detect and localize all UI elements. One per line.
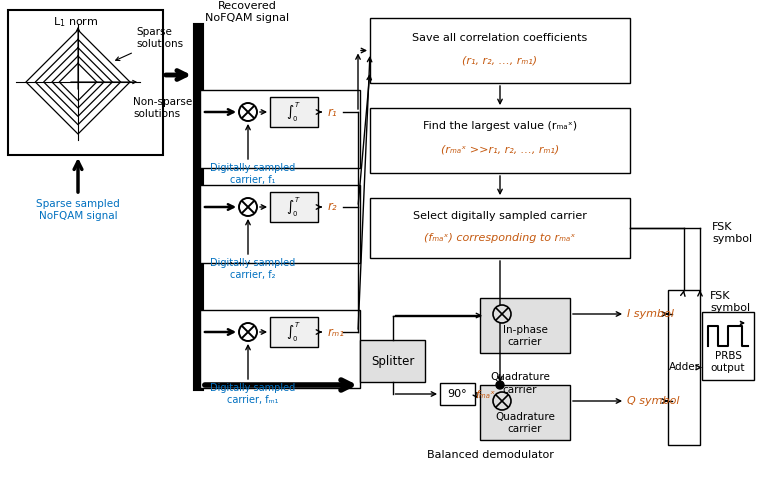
Text: $\int_0^T$: $\int_0^T$ — [286, 195, 302, 219]
Text: Sparse
solutions: Sparse solutions — [136, 27, 183, 49]
Bar — [270, 97, 318, 127]
Bar — [200, 90, 360, 168]
Text: In-phase
carrier: In-phase carrier — [503, 325, 548, 347]
Text: $\int_0^T$: $\int_0^T$ — [286, 100, 302, 124]
Bar — [8, 10, 163, 155]
Bar — [270, 192, 318, 222]
Bar — [480, 298, 570, 353]
Text: Digitally sampled
carrier, f₁: Digitally sampled carrier, f₁ — [210, 163, 296, 185]
Text: Quadrature
carrier: Quadrature carrier — [495, 412, 555, 434]
Text: Non-sparse
solutions: Non-sparse solutions — [133, 97, 193, 119]
Text: Recovered
NoFQAM signal: Recovered NoFQAM signal — [205, 1, 289, 23]
Text: Q symbol: Q symbol — [627, 396, 679, 406]
Text: 90°: 90° — [448, 389, 468, 399]
Text: FSK
symbol: FSK symbol — [710, 291, 750, 313]
Text: $\int_0^T$: $\int_0^T$ — [286, 320, 302, 344]
Text: (rₘₐˣ >>r₁, r₂, …, rₘ₁): (rₘₐˣ >>r₁, r₂, …, rₘ₁) — [441, 145, 559, 155]
Bar — [370, 18, 630, 83]
Circle shape — [493, 305, 511, 323]
Bar — [480, 385, 570, 440]
Text: (fₘₐˣ) corresponding to rₘₐˣ: (fₘₐˣ) corresponding to rₘₐˣ — [424, 233, 576, 243]
Bar — [270, 317, 318, 347]
Text: Digitally sampled
carrier, fₘ₁: Digitally sampled carrier, fₘ₁ — [210, 383, 296, 405]
Text: Digitally sampled
carrier, f₂: Digitally sampled carrier, f₂ — [210, 258, 296, 280]
Circle shape — [239, 323, 257, 341]
Text: carrier: carrier — [503, 385, 537, 395]
Text: Select digitally sampled carrier: Select digitally sampled carrier — [413, 211, 587, 221]
Bar — [360, 340, 425, 382]
Text: . . .: . . . — [229, 253, 251, 267]
Circle shape — [239, 103, 257, 121]
Bar — [200, 310, 360, 388]
Circle shape — [239, 198, 257, 216]
Text: Find the largest value (rₘₐˣ): Find the largest value (rₘₐˣ) — [423, 121, 577, 131]
Text: Adder: Adder — [668, 362, 700, 372]
Bar — [668, 290, 700, 445]
Text: L$_1$ norm: L$_1$ norm — [53, 15, 99, 29]
Bar — [370, 198, 630, 258]
Text: rₘ₁: rₘ₁ — [328, 326, 345, 338]
Bar — [702, 312, 754, 380]
Text: Sparse sampled
NoFQAM signal: Sparse sampled NoFQAM signal — [36, 199, 120, 221]
Bar — [370, 108, 630, 173]
Text: fₘₐˣ: fₘₐˣ — [475, 390, 495, 400]
Text: I symbol: I symbol — [627, 309, 674, 319]
Text: FSK
symbol: FSK symbol — [712, 222, 752, 244]
Bar — [440, 383, 475, 405]
Text: (r₁, r₂, …, rₘ₁): (r₁, r₂, …, rₘ₁) — [462, 55, 538, 65]
Text: Save all correlation coefficients: Save all correlation coefficients — [413, 33, 588, 43]
Text: r₁: r₁ — [328, 106, 338, 119]
Text: Quadrature: Quadrature — [490, 372, 550, 382]
Text: r₂: r₂ — [328, 200, 338, 214]
Text: Splitter: Splitter — [371, 355, 414, 368]
Text: Balanced demodulator: Balanced demodulator — [426, 450, 553, 460]
Bar — [200, 185, 360, 263]
Circle shape — [493, 392, 511, 410]
Circle shape — [496, 381, 504, 389]
Text: PRBS
output: PRBS output — [711, 351, 745, 373]
